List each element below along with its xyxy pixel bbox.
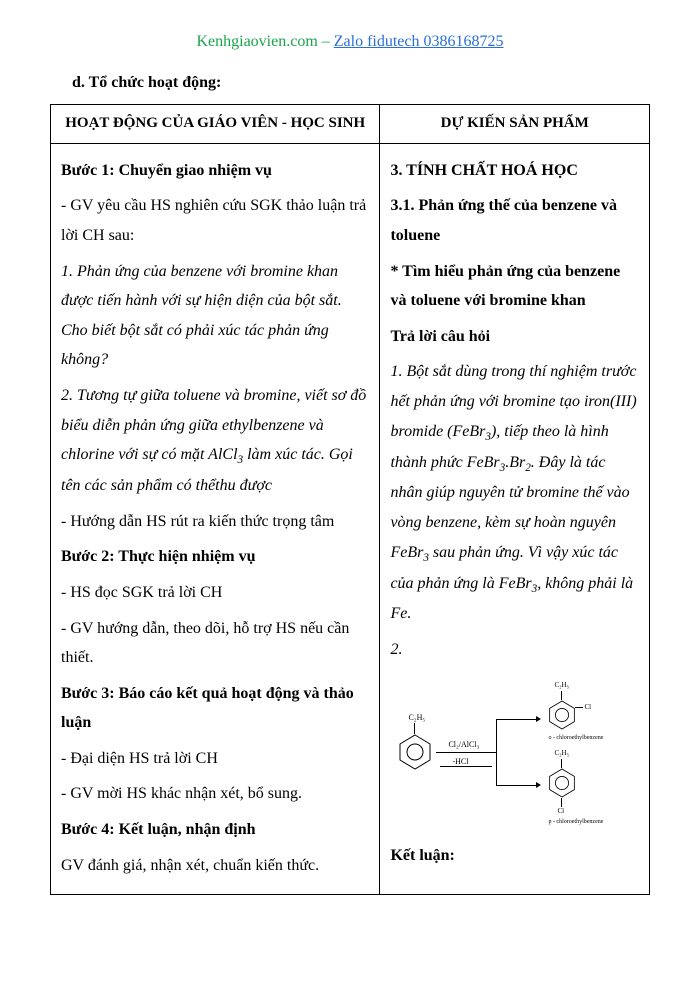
label-c2h5-ortho: C₂H₅	[554, 680, 569, 692]
left-line-1: - GV yêu cầu HS nghiên cứu SGK thảo luận…	[61, 191, 369, 250]
reagent-top: Cl₂/AlCl₃	[448, 738, 479, 752]
split-vertical	[496, 719, 497, 785]
step-1-title: Bước 1: Chuyển giao nhiệm vụ	[61, 156, 369, 186]
star-heading: * Tìm hiểu phản ứng của benzene và tolue…	[390, 257, 639, 316]
step-4-title: Bước 4: Kết luận, nhận định	[61, 815, 369, 845]
reaction-diagram: C₂H₅ Cl₂/AlCl₃ -HCl C₂H₅	[386, 671, 626, 831]
page-header: Kenhgiaovien.com – Zalo fidutech 0386168…	[50, 28, 650, 55]
question-2: 2. Tương tự giữa toluene và bromine, viế…	[61, 381, 369, 501]
question-1: 1. Phản ứng của benzene với bromine khan…	[61, 257, 369, 375]
left-line-3: - HS đọc SGK trả lời CH	[61, 578, 369, 608]
left-line-2: - Hướng dẫn HS rút ra kiến thức trọng tâ…	[61, 507, 369, 537]
step-3-title: Bước 3: Báo cáo kết quả hoạt động và thả…	[61, 679, 369, 738]
benzene-ring-left	[398, 733, 432, 771]
name-para: p - chloroethylbenzene	[548, 817, 603, 827]
answer-2-label: 2.	[390, 635, 639, 665]
arrow-upper	[496, 719, 536, 720]
conclusion-label: Kết luận:	[390, 841, 639, 871]
label-cl-ortho: Cl	[584, 702, 591, 714]
arrow-main	[436, 752, 496, 753]
table-head-left: HOẠT ĐỘNG CỦA GIÁO VIÊN - HỌC SINH	[51, 105, 380, 144]
arrow-head-lower	[536, 782, 541, 788]
left-line-5: - Đại diện HS trả lời CH	[61, 744, 369, 774]
arrow-lower	[496, 785, 536, 786]
name-ortho: o - chloroethylbenzene	[548, 733, 603, 743]
reagent-bottom: -HCl	[452, 755, 468, 769]
left-line-4: - GV hướng dẫn, theo dõi, hỗ trợ HS nếu …	[61, 614, 369, 673]
header-site: Kenhgiaovien.com	[196, 33, 317, 50]
section-label: d. Tổ chức hoạt động:	[72, 69, 650, 96]
table-head-right: DỰ KIẾN SẢN PHẨM	[380, 105, 650, 144]
left-line-7: GV đánh giá, nhận xét, chuẩn kiến thức.	[61, 851, 369, 881]
header-dash: –	[318, 33, 334, 50]
bond-ortho-top	[561, 691, 562, 700]
step-2-title: Bước 2: Thực hiện nhiệm vụ	[61, 542, 369, 572]
heading-3-1: 3.1. Phản ứng thế của benzene và toluene	[390, 191, 639, 250]
header-contact-link[interactable]: Zalo fidutech 0386168725	[334, 33, 504, 50]
answer-1: 1. Bột sắt dùng trong thí nghiệm trước h…	[390, 357, 639, 629]
benzene-ring-ortho	[548, 699, 576, 731]
cell-expected-product: 3. TÍNH CHẤT HOÁ HỌC 3.1. Phản ứng thế c…	[380, 143, 650, 894]
label-c2h5-left: C₂H₅	[408, 711, 425, 725]
answer-title: Trả lời câu hỏi	[390, 322, 639, 352]
activity-table: HOẠT ĐỘNG CỦA GIÁO VIÊN - HỌC SINH DỰ KI…	[50, 104, 650, 895]
label-c2h5-para: C₂H₅	[554, 748, 569, 760]
benzene-ring-para	[548, 767, 576, 799]
bond-line	[414, 723, 415, 734]
cell-teacher-student: Bước 1: Chuyển giao nhiệm vụ - GV yêu cầ…	[51, 143, 380, 894]
arrow-head-upper	[536, 716, 541, 722]
heading-3: 3. TÍNH CHẤT HOÁ HỌC	[390, 156, 639, 186]
bond-ortho-cl	[575, 707, 583, 708]
bond-para-top	[561, 759, 562, 768]
left-line-6: - GV mời HS khác nhận xét, bổ sung.	[61, 779, 369, 809]
